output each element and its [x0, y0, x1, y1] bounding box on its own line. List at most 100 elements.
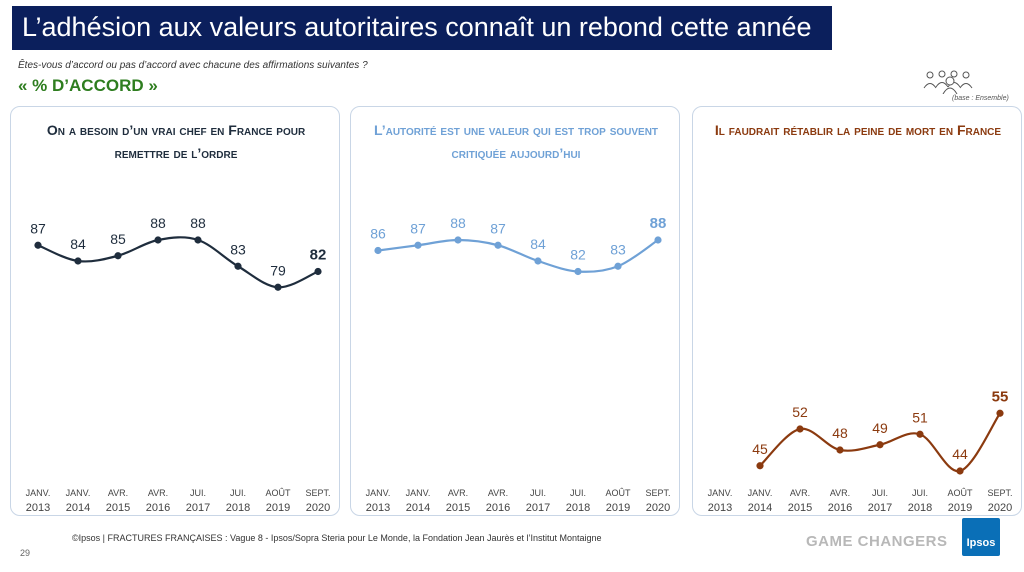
accord-label: « % D’ACCORD » [18, 76, 158, 95]
line-chart-peine-de-mort: JANV. 2013 JANV. 2014 AVR. 2015 AVR. 2016 JUI. 20… [708, 388, 1013, 514]
ipsos-logo: Ipsos [962, 518, 1000, 556]
data-point [876, 441, 884, 449]
chart-title: L’autorité est une valeur qui est trop s… [373, 122, 659, 161]
data-label: 44 [952, 446, 968, 462]
base-label: (base : Ensemble) [952, 95, 1009, 102]
x-tick-label: 2013 [708, 502, 732, 514]
data-label: 87 [410, 220, 426, 236]
chart-panel-autorite: JANV. 2013 JANV. 2014 AVR. 2015 AVR. 2016 JUI. 20… [350, 106, 680, 516]
x-tick-label: 2013 [366, 502, 390, 514]
data-point [74, 257, 82, 265]
data-label: 88 [450, 215, 466, 231]
data-label: 86 [370, 226, 386, 242]
data-point [34, 241, 42, 249]
x-tick-label: AOÛT [265, 488, 291, 498]
x-tick-label: JANV. [366, 488, 391, 498]
data-label: 82 [570, 247, 586, 263]
data-point [274, 283, 282, 291]
x-tick-label: AOÛT [605, 488, 631, 498]
chart-panel-peine-de-mort: JANV. 2013 JANV. 2014 AVR. 2015 AVR. 2016 JUI. 20… [692, 106, 1022, 516]
data-label: 87 [490, 220, 506, 236]
x-tick-label: JANV. [66, 488, 91, 498]
data-label: 79 [270, 262, 286, 278]
x-tick-label: JANV. [26, 488, 51, 498]
x-tick-label: SEPT. [987, 488, 1012, 498]
data-label: 88 [190, 215, 206, 231]
tagline: GAME CHANGERS [806, 533, 948, 550]
x-tick-label: 2017 [526, 502, 550, 514]
data-point [756, 462, 764, 470]
data-point [956, 467, 964, 475]
x-tick-label: 2014 [66, 502, 90, 514]
x-tick-label: 2016 [828, 502, 852, 514]
x-tick-label: 2018 [226, 502, 250, 514]
data-label: 51 [912, 409, 928, 425]
x-tick-label: AVR. [108, 488, 128, 498]
x-tick-label: AVR. [488, 488, 508, 498]
x-tick-label: 2019 [266, 502, 290, 514]
data-point [534, 257, 542, 265]
x-tick-label: JANV. [708, 488, 733, 498]
x-tick-label: AOÛT [947, 488, 973, 498]
data-point [574, 267, 582, 276]
x-tick-label: 2016 [486, 502, 510, 514]
data-label: 88 [150, 215, 166, 231]
x-tick-label: AVR. [790, 488, 810, 498]
x-tick-label: 2019 [948, 502, 972, 514]
x-tick-label: SEPT. [645, 488, 670, 498]
data-point [414, 241, 422, 249]
x-tick-label: 2017 [868, 502, 892, 514]
line-chart-chef: JANV. 2013 JANV. 2014 AVR. 2015 AVR. 2016 JUI. 20… [26, 215, 331, 514]
x-tick-label: 2017 [186, 502, 210, 514]
x-tick-label: JUI. [912, 488, 928, 498]
page-title: L’adhésion aux valeurs autoritaires conn… [12, 6, 832, 50]
data-point [194, 236, 202, 244]
data-label: 45 [752, 441, 768, 457]
x-tick-label: 2015 [788, 502, 812, 514]
x-tick-label: JUI. [872, 488, 888, 498]
data-point [494, 241, 502, 249]
x-tick-label: 2014 [406, 502, 430, 514]
data-point [374, 246, 382, 255]
line-chart-autorite: JANV. 2013 JANV. 2014 AVR. 2015 AVR. 2016 JUI. 20… [366, 215, 671, 514]
x-tick-label: 2018 [566, 502, 590, 514]
x-tick-label: JUI. [530, 488, 546, 498]
x-tick-label: AVR. [148, 488, 168, 498]
data-label: 87 [30, 220, 46, 236]
data-point [614, 262, 622, 270]
data-point [314, 267, 322, 276]
data-point [454, 236, 462, 244]
x-tick-label: AVR. [448, 488, 468, 498]
source-note: ©Ipsos | FRACTURES FRANÇAISES : Vague 8 … [72, 533, 602, 543]
x-tick-label: 2014 [748, 502, 772, 514]
chart-title: Il faudrait rétablir la peine de mort en… [714, 122, 1002, 138]
chart-title: On a besoin d’un vrai chef en France pou… [46, 122, 306, 161]
data-label: 55 [992, 388, 1009, 405]
data-label: 85 [110, 231, 126, 247]
chart-panel-chef: JANV. 2013 JANV. 2014 AVR. 2015 AVR. 2016 JUI. 20… [10, 106, 340, 516]
x-tick-label: JUI. [190, 488, 206, 498]
x-tick-label: 2015 [446, 502, 470, 514]
data-point [916, 430, 924, 438]
data-label: 48 [832, 425, 848, 441]
survey-question: Êtes-vous d’accord ou pas d’accord avec … [18, 60, 368, 71]
x-tick-label: 2013 [26, 502, 50, 514]
x-tick-label: JANV. [748, 488, 773, 498]
data-label: 84 [530, 236, 546, 252]
data-point [154, 236, 162, 244]
x-tick-label: 2019 [606, 502, 630, 514]
data-label: 82 [310, 247, 327, 264]
data-point [836, 446, 844, 454]
people-group-icon [923, 70, 973, 94]
data-label: 49 [872, 420, 888, 436]
x-tick-label: JUI. [230, 488, 246, 498]
x-tick-label: JANV. [406, 488, 431, 498]
data-label: 84 [70, 236, 86, 252]
x-tick-label: 2018 [908, 502, 932, 514]
x-tick-label: JUI. [570, 488, 586, 498]
data-point [996, 409, 1004, 417]
data-point [796, 425, 804, 433]
data-label: 52 [792, 404, 808, 420]
data-point [234, 262, 242, 270]
x-tick-label: SEPT. [305, 488, 330, 498]
